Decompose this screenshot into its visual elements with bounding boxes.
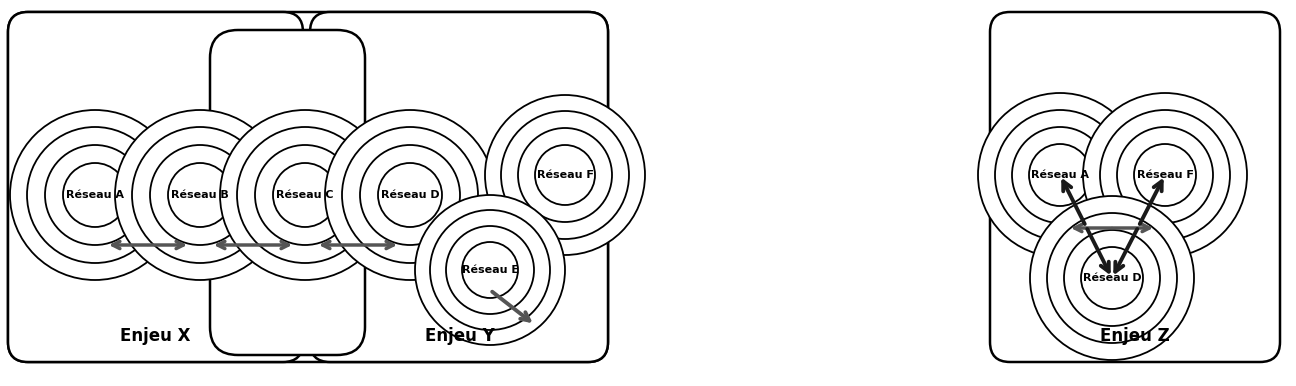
FancyBboxPatch shape xyxy=(310,12,608,362)
Circle shape xyxy=(1117,127,1213,223)
Text: Réseau F: Réseau F xyxy=(1137,170,1194,180)
FancyBboxPatch shape xyxy=(8,12,608,362)
Text: Réseau F: Réseau F xyxy=(537,170,594,180)
Text: Enjeu Y: Enjeu Y xyxy=(425,327,495,345)
Circle shape xyxy=(1134,144,1196,206)
Circle shape xyxy=(502,111,629,239)
Circle shape xyxy=(168,163,232,227)
Circle shape xyxy=(415,195,565,345)
FancyBboxPatch shape xyxy=(8,12,303,362)
Circle shape xyxy=(255,145,355,245)
Circle shape xyxy=(535,145,595,205)
Circle shape xyxy=(485,95,645,255)
Circle shape xyxy=(461,242,518,298)
Text: Réseau A: Réseau A xyxy=(66,190,124,200)
Text: Enjeu Z: Enjeu Z xyxy=(1100,327,1170,345)
FancyBboxPatch shape xyxy=(210,30,365,355)
Circle shape xyxy=(978,93,1142,257)
Circle shape xyxy=(1064,230,1160,326)
Circle shape xyxy=(1083,93,1247,257)
FancyBboxPatch shape xyxy=(990,12,1280,362)
Circle shape xyxy=(150,145,250,245)
Circle shape xyxy=(325,110,495,280)
Circle shape xyxy=(342,127,478,263)
Circle shape xyxy=(1029,144,1091,206)
Text: Réseau E: Réseau E xyxy=(461,265,518,275)
Circle shape xyxy=(1100,110,1230,240)
Circle shape xyxy=(1030,196,1194,360)
Circle shape xyxy=(220,110,390,280)
Circle shape xyxy=(446,226,534,314)
Text: Réseau D: Réseau D xyxy=(381,190,439,200)
Circle shape xyxy=(64,163,127,227)
Text: Réseau B: Réseau B xyxy=(171,190,229,200)
Circle shape xyxy=(1047,213,1177,343)
Circle shape xyxy=(518,128,612,222)
Circle shape xyxy=(27,127,163,263)
Circle shape xyxy=(273,163,337,227)
Circle shape xyxy=(10,110,180,280)
Text: Réseau C: Réseau C xyxy=(276,190,334,200)
Circle shape xyxy=(360,145,460,245)
Circle shape xyxy=(378,163,442,227)
Circle shape xyxy=(45,145,145,245)
Circle shape xyxy=(430,210,550,330)
Text: Réseau D: Réseau D xyxy=(1082,273,1142,283)
Circle shape xyxy=(1012,127,1108,223)
Circle shape xyxy=(1081,247,1143,309)
Circle shape xyxy=(995,110,1125,240)
Text: Réseau A: Réseau A xyxy=(1032,170,1089,180)
Circle shape xyxy=(115,110,285,280)
Circle shape xyxy=(237,127,373,263)
Text: Enjeu X: Enjeu X xyxy=(119,327,191,345)
Circle shape xyxy=(132,127,268,263)
